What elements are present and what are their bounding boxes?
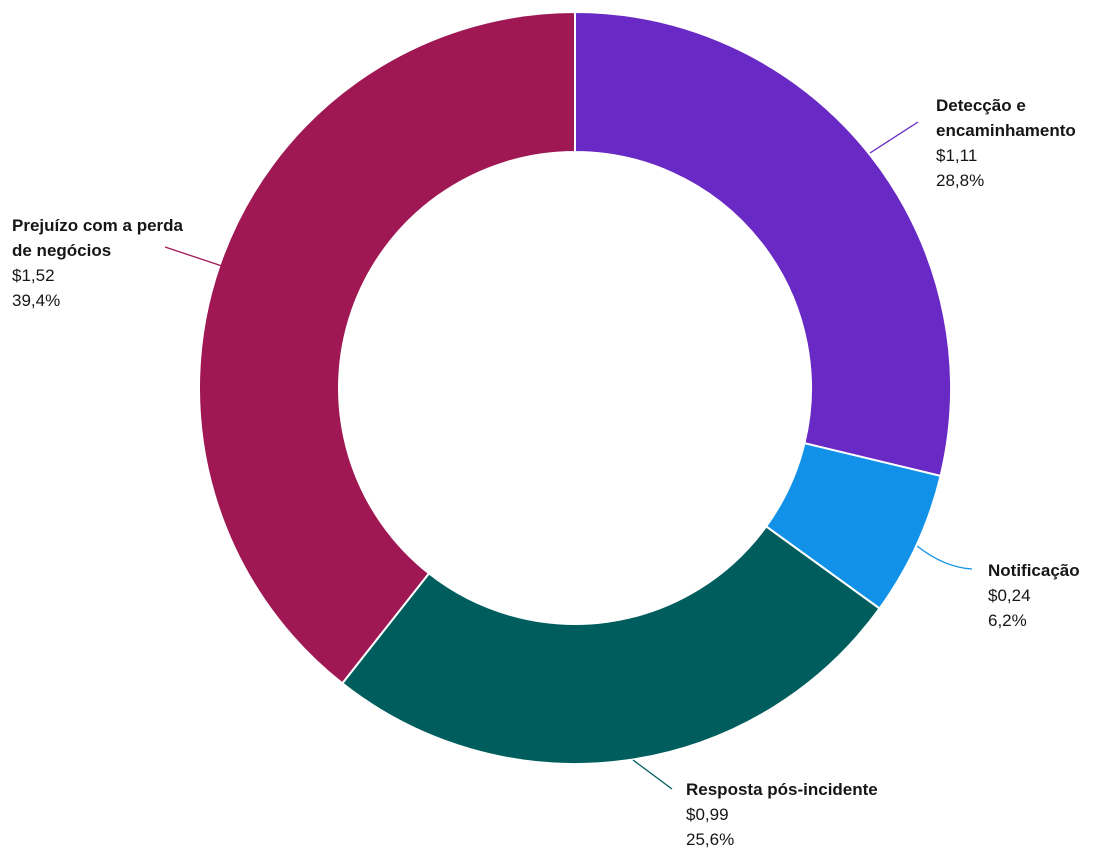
slice-deteccao	[574, 10, 952, 478]
slice-percent-prejuizo: 39,4%	[12, 291, 61, 310]
slice-resposta	[340, 525, 881, 765]
leader-prejuizo	[164, 246, 223, 267]
slice-value-resposta: $0,99	[686, 805, 729, 824]
slice-name-notificacao: Notificação	[988, 561, 1080, 580]
slice-name-deteccao: Detecção e encaminhamento	[936, 96, 1076, 140]
slice-percent-resposta: 25,6%	[686, 830, 735, 849]
donut-slices	[198, 10, 952, 765]
slice-value-deteccao: $1,11	[936, 146, 978, 165]
label-notificacao: Notificação $0,24 6,2%	[988, 558, 1080, 633]
slice-percent-notificacao: 6,2%	[988, 611, 1027, 630]
label-deteccao: Detecção e encaminhamento $1,11 28,8%	[936, 93, 1076, 193]
slice-percent-deteccao: 28,8%	[936, 171, 985, 190]
slice-value-notificacao: $0,24	[988, 586, 1031, 605]
leader-deteccao	[869, 121, 919, 154]
slice-prejuizo	[198, 10, 576, 685]
label-resposta: Resposta pós-incidente $0,99 25,6%	[686, 777, 878, 852]
label-prejuizo: Prejuízo com a perda de negócios $1,52 3…	[12, 213, 183, 313]
leader-resposta	[632, 759, 673, 790]
leader-lines	[164, 121, 973, 790]
slice-name-resposta: Resposta pós-incidente	[686, 780, 878, 799]
leader-notificacao	[916, 545, 973, 570]
slice-name-prejuizo: Prejuízo com a perda de negócios	[12, 216, 183, 260]
slice-value-prejuizo: $1,52	[12, 266, 55, 285]
